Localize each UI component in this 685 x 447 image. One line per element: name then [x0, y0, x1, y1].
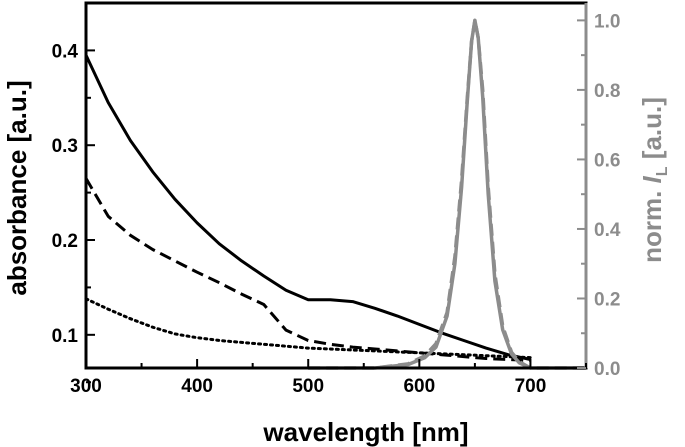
right-axis-title-main: norm. — [637, 183, 667, 262]
x-tick-label: 500 — [292, 376, 324, 397]
right-axis-title-subscript: L — [654, 166, 671, 176]
right-tick-label: 0.2 — [594, 289, 620, 310]
right-tick-label: 0.6 — [594, 150, 620, 171]
absorbance-series-solid — [84, 54, 531, 361]
emission-series-dashed — [308, 18, 586, 370]
left-tick-label: 0.1 — [52, 326, 79, 347]
plot-frame — [84, 1, 588, 370]
absorbance-series-dashed — [84, 177, 531, 362]
right-tick-label: 0.4 — [594, 220, 621, 241]
left-axis-ticks: 0.1 0.2 0.3 0.4 — [52, 41, 95, 384]
x-tick-label: 700 — [515, 376, 547, 397]
x-axis-title: wavelength [nm] — [262, 417, 468, 447]
x-axis-ticks: 300 400 500 600 700 — [70, 359, 587, 397]
x-tick-label: 300 — [70, 376, 102, 397]
left-tick-label: 0.2 — [52, 231, 78, 252]
right-tick-label: 0.8 — [594, 81, 620, 102]
x-tick-label: 600 — [403, 376, 435, 397]
series-layer — [84, 18, 586, 370]
left-tick-label: 0.3 — [52, 136, 78, 157]
x-tick-label: 400 — [181, 376, 213, 397]
right-tick-label: 1.0 — [594, 11, 620, 32]
right-axis-ticks: 0.0 0.2 0.4 0.6 0.8 1.0 — [577, 11, 621, 380]
right-axis-title-italic: I — [637, 175, 667, 183]
right-axis-title: norm. IL [a.u.] — [637, 97, 671, 263]
right-tick-label: 0.0 — [594, 359, 620, 380]
absorbance-series-dotted — [84, 297, 532, 360]
left-tick-label: 0.4 — [52, 41, 79, 62]
right-axis-title-tail: [a.u.] — [637, 97, 667, 166]
left-axis-title: absorbance [a.u.] — [2, 80, 32, 295]
